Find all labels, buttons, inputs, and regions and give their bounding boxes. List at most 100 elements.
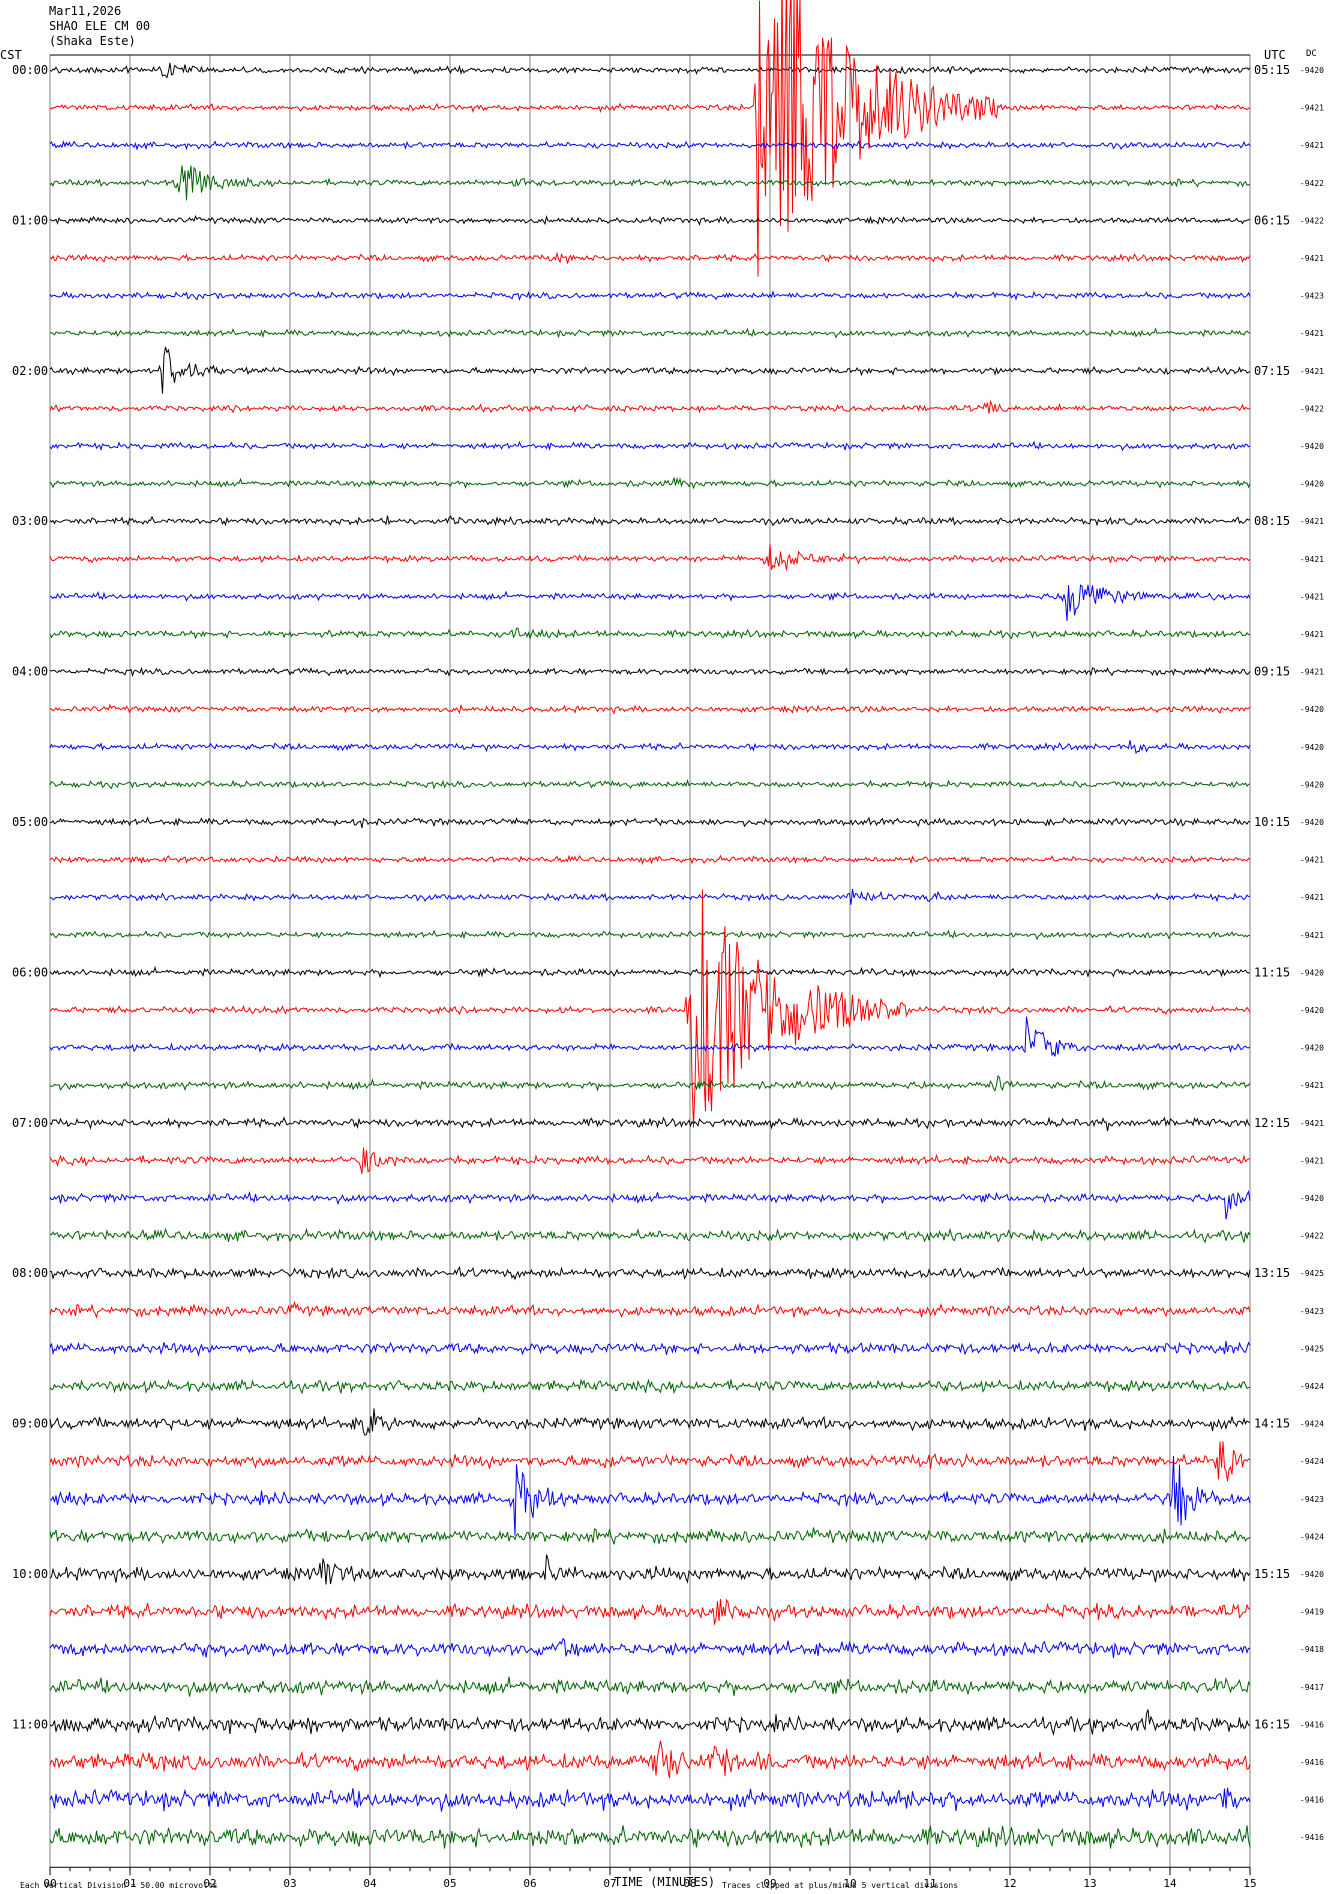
seismic-trace: [49, 1825, 1251, 1849]
x-tick-label: 12: [1003, 1877, 1016, 1890]
seismic-trace: [49, 1189, 1251, 1220]
seismic-trace: [49, 889, 1251, 905]
seismic-trace: [49, 1074, 1251, 1092]
dc-offset-label: -9420: [1300, 1194, 1324, 1203]
dc-offset-label: -9420: [1300, 743, 1324, 752]
dc-offset-label: -9420: [1300, 1006, 1324, 1015]
utc-hour-label: 05:15: [1254, 63, 1290, 77]
seismic-trace: [49, 816, 1251, 829]
dc-offset-label: -9417: [1300, 1683, 1324, 1692]
dc-offset-label: -9421: [1300, 141, 1324, 150]
cst-hour-label: 01:00: [12, 213, 48, 227]
dc-offset-label: -9420: [1300, 1570, 1324, 1579]
seismic-trace: [49, 62, 1251, 79]
dc-offset-label: -9421: [1300, 254, 1324, 263]
x-tick-label: 10: [843, 1877, 856, 1890]
x-tick-label: 14: [1163, 1877, 1177, 1890]
cst-hour-label: 02:00: [12, 364, 48, 378]
cst-hour-label: 05:00: [12, 815, 48, 829]
dc-offset-label: -9424: [1300, 1382, 1324, 1391]
x-tick-label: 08: [683, 1877, 696, 1890]
x-tick-label: 06: [523, 1877, 536, 1890]
seismic-trace: [49, 1676, 1251, 1697]
utc-hour-label: 07:15: [1254, 364, 1290, 378]
seismic-trace: [49, 889, 1251, 1128]
cst-hour-label: 00:00: [12, 63, 48, 77]
x-axis-ticks: 00 01 02 03 04 05 06 07 08 09 10 11 12 13 14 15: [43, 1867, 1257, 1890]
dc-offset-label: -9420: [1300, 818, 1324, 827]
seismic-trace: [49, 1016, 1251, 1057]
seismic-trace: [49, 929, 1251, 941]
dc-offset-label: -9421: [1300, 517, 1324, 526]
cst-hour-label: 08:00: [12, 1266, 48, 1280]
dc-offset-label: -9423: [1300, 1307, 1324, 1316]
dc-offset-label: -9420: [1300, 705, 1324, 714]
dc-offset-label: -9420: [1300, 1044, 1324, 1053]
x-tick-label: 01: [123, 1877, 136, 1890]
seismic-trace: [49, 740, 1251, 755]
seismic-trace: [49, 1147, 1251, 1175]
x-tick-label: 11: [923, 1877, 936, 1890]
x-axis-label: TIME (MINUTES): [614, 1875, 715, 1889]
x-tick-label: 00: [43, 1877, 56, 1890]
seismic-trace: [49, 544, 1251, 571]
dc-offset-label: -9423: [1300, 292, 1324, 301]
utc-hour-label: 10:15: [1254, 815, 1290, 829]
dc-offset-label: -9416: [1300, 1833, 1324, 1842]
seismic-trace: [49, 440, 1251, 452]
seismic-trace: [49, 1637, 1251, 1659]
seismic-trace: [49, 251, 1251, 264]
seismic-trace: [49, 214, 1251, 226]
dc-offset-label: -9420: [1300, 66, 1324, 75]
dc-offset-label: -9421: [1300, 592, 1324, 601]
dc-offset-label: -9418: [1300, 1645, 1324, 1654]
utc-hour-label: 16:15: [1254, 1717, 1290, 1731]
dc-offset-label: -9424: [1300, 1420, 1324, 1429]
seismic-trace: [49, 965, 1251, 979]
utc-hour-label: 09:15: [1254, 665, 1290, 679]
dc-offset-label: -9421: [1300, 555, 1324, 564]
x-tick-label: 15: [1243, 1877, 1256, 1890]
utc-hour-label: 11:15: [1254, 965, 1290, 979]
right-timezone-label: UTC: [1264, 48, 1286, 62]
dc-offset-label: -9422: [1300, 179, 1324, 188]
left-timezone-label: CST: [0, 48, 22, 62]
dc-offset-label: -9425: [1300, 1344, 1324, 1353]
seismic-trace: [49, 476, 1251, 490]
seismic-trace: [49, 1227, 1251, 1244]
seismic-trace: [49, 1554, 1251, 1585]
seismic-trace: [49, 399, 1251, 414]
dc-offset-label: -9421: [1300, 367, 1324, 376]
utc-hour-label: 08:15: [1254, 514, 1290, 528]
x-tick-label: 04: [363, 1877, 377, 1890]
seismic-trace: [49, 140, 1251, 151]
seismic-trace: [49, 1378, 1251, 1395]
x-tick-label: 07: [603, 1877, 616, 1890]
cst-hour-label: 09:00: [12, 1417, 48, 1431]
time-labels: -9420 00:00 05:15 -9421 -9421 -9422 -9422 01:00…: [12, 63, 1324, 1842]
cst-hour-label: 07:00: [12, 1116, 48, 1130]
seismic-trace: [49, 1787, 1251, 1812]
seismic-trace: [49, 0, 1251, 277]
utc-hour-label: 13:15: [1254, 1266, 1290, 1280]
utc-hour-label: 12:15: [1254, 1116, 1290, 1130]
trace-group: [49, 0, 1251, 1849]
seismic-trace: [49, 346, 1251, 394]
utc-hour-label: 14:15: [1254, 1417, 1290, 1431]
cst-hour-label: 03:00: [12, 514, 48, 528]
dc-offset-label: -9421: [1300, 1081, 1324, 1090]
dc-offset-label: -9425: [1300, 1269, 1324, 1278]
dc-offset-label: -9420: [1300, 968, 1324, 977]
dc-offset-label: -9416: [1300, 1720, 1324, 1729]
dc-offset-label: -9421: [1300, 856, 1324, 865]
utc-hour-label: 06:15: [1254, 213, 1290, 227]
dc-offset-label: -9421: [1300, 893, 1324, 902]
seismic-trace: [49, 854, 1251, 866]
x-tick-label: 05: [443, 1877, 456, 1890]
scale-note: Each Vertical Division = 50.00 microvolt…: [20, 1881, 218, 1890]
dc-offset-label: -9421: [1300, 1119, 1324, 1128]
cst-hour-label: 11:00: [12, 1717, 48, 1731]
cst-hour-label: 10:00: [12, 1567, 48, 1581]
seismic-trace: [49, 627, 1251, 641]
seismic-trace: [49, 1740, 1251, 1779]
